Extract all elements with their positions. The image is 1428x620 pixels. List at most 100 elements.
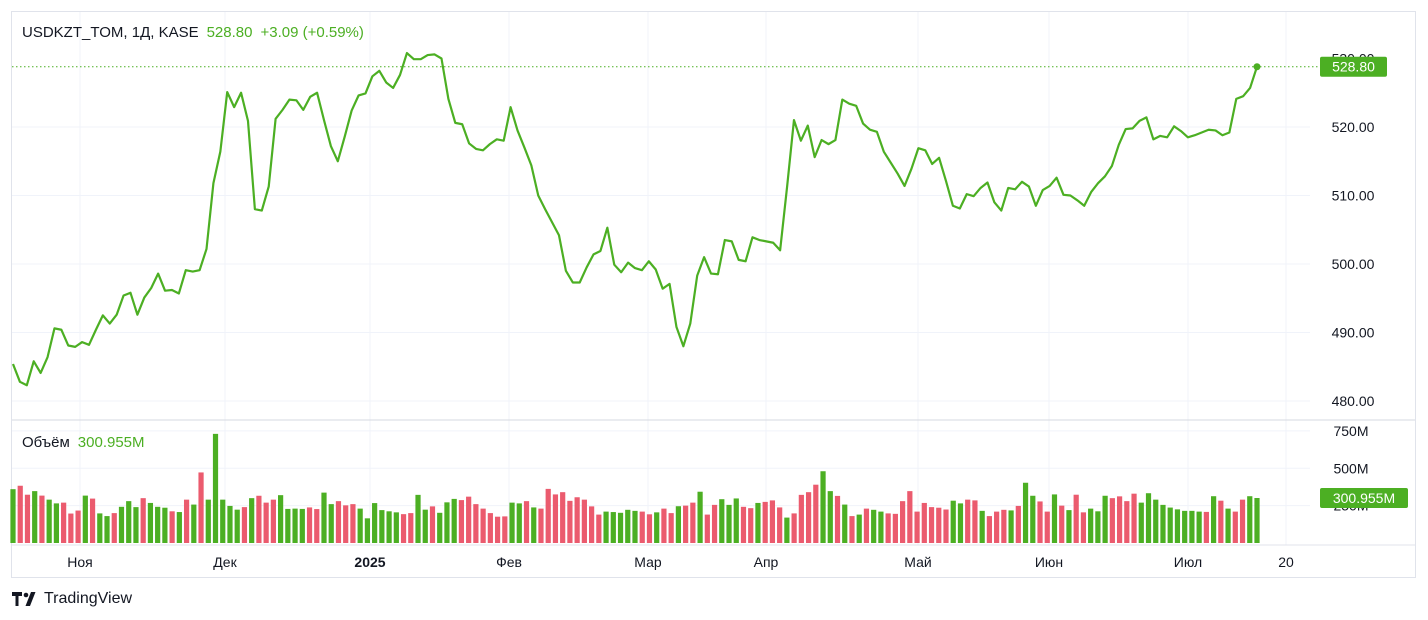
volume-bar <box>1030 495 1036 543</box>
volume-bar <box>1189 510 1195 543</box>
volume-bar <box>711 504 718 543</box>
volume-bar <box>639 511 645 543</box>
volume-bar <box>900 501 906 543</box>
volume-bar <box>24 494 31 543</box>
volume-bar <box>1088 508 1094 543</box>
volume-bar <box>726 504 732 543</box>
volume-bar <box>147 502 154 543</box>
volume-bar <box>1008 510 1014 543</box>
time-tick-label: 2025 <box>354 554 385 570</box>
volume-bar <box>379 510 385 543</box>
grid-lines <box>12 12 1310 545</box>
volume-bar <box>625 509 631 543</box>
volume-bar <box>813 484 819 543</box>
volume-bar <box>437 512 443 543</box>
volume-bar <box>1044 511 1050 543</box>
volume-bar <box>1109 498 1115 543</box>
volume-bar <box>1095 511 1101 543</box>
volume-bar <box>1080 512 1087 543</box>
volume-bar <box>241 507 248 543</box>
volume-legend: Объём 300.955M <box>22 434 145 451</box>
volume-tick-label: 500M <box>1333 460 1368 476</box>
volume-bar <box>53 503 59 543</box>
volume-bar <box>306 507 313 543</box>
volume-bar <box>1174 509 1181 543</box>
volume-bar <box>133 507 139 543</box>
volume-bar <box>408 513 414 543</box>
volume-tick-label: 750M <box>1333 423 1368 439</box>
last-volume-badge-text: 300.955M <box>1333 490 1395 506</box>
volume-bar <box>581 499 587 543</box>
volume-bar <box>502 516 508 543</box>
volume-bar <box>1051 494 1058 543</box>
volume-bar <box>928 507 935 543</box>
volume-bar <box>393 512 399 543</box>
brand-name: TradingView <box>44 590 133 607</box>
volume-bar <box>675 506 681 543</box>
volume-bar <box>842 504 848 543</box>
volume-bar <box>191 504 197 543</box>
volume-bar <box>155 506 161 543</box>
volume-bar <box>176 512 182 543</box>
volume-bar <box>1022 482 1029 543</box>
volume-bar <box>1203 511 1209 543</box>
volume-bar <box>415 494 421 543</box>
volume-bar <box>646 514 653 543</box>
volume-bar <box>1015 505 1021 543</box>
volume-bar <box>914 511 920 543</box>
volume-bar <box>834 495 841 543</box>
volume-bar <box>162 507 168 543</box>
volume-bar <box>603 511 609 543</box>
volume-bar <box>827 491 833 543</box>
volume-bar <box>169 511 175 543</box>
volume-bar <box>690 502 696 543</box>
volume-bar <box>1059 505 1065 543</box>
volume-bar <box>617 512 624 543</box>
volume-bar <box>285 508 291 543</box>
volume-bar <box>263 502 269 543</box>
volume-bar <box>733 498 739 543</box>
volume-bar <box>921 502 927 543</box>
volume-bar <box>654 512 660 543</box>
volume-bar <box>372 503 378 543</box>
volume-bar <box>249 498 255 543</box>
volume-bar <box>545 488 551 543</box>
volume-bar <box>1102 495 1108 543</box>
volume-bar <box>480 508 486 543</box>
chart-legend: USDKZT_TOM, 1Д, KASE 528.80 +3.09 (+0.59%) <box>22 24 364 41</box>
volume-bar <box>314 509 320 543</box>
volume-bar <box>39 495 45 543</box>
volume-bar <box>118 506 125 543</box>
brand-logo[interactable]: TradingView <box>12 590 132 608</box>
price-tick-label: 520.00 <box>1332 119 1375 135</box>
volume-bar <box>335 501 342 543</box>
volume-bar <box>357 508 363 543</box>
volume-bar <box>386 511 392 543</box>
volume-bar <box>856 514 862 543</box>
time-tick-label: 20 <box>1278 554 1294 570</box>
volume-bar <box>567 500 573 543</box>
volume-bar <box>1073 494 1079 543</box>
volume-bar <box>907 491 913 543</box>
volume-bar <box>965 499 971 543</box>
volume-bar <box>596 514 602 543</box>
price-tick-label: 480.00 <box>1332 393 1375 409</box>
volume-bar <box>1254 498 1260 543</box>
volume-bar <box>661 508 667 543</box>
volume-bar <box>89 498 96 543</box>
volume-bar <box>972 500 978 543</box>
volume-bar <box>979 510 985 543</box>
volume-bar <box>82 495 88 543</box>
volume-bar <box>104 516 110 543</box>
volume-bar <box>364 518 370 543</box>
volume-bar <box>950 500 956 543</box>
volume-bar <box>292 508 298 543</box>
last-price-badge-bg <box>1320 56 1387 77</box>
volume-bar <box>350 504 356 543</box>
volume-bar <box>740 506 747 543</box>
volume-bar <box>805 492 812 543</box>
volume-bar <box>516 503 522 543</box>
volume-bars <box>10 433 1260 543</box>
volume-bar <box>1116 496 1123 543</box>
